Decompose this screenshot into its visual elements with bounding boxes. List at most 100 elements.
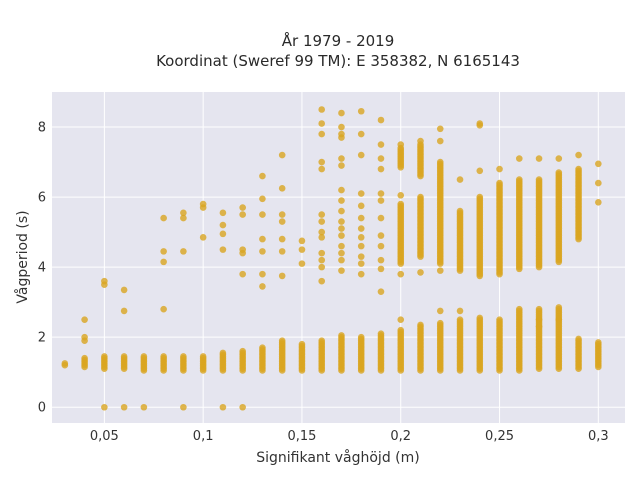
data-point — [377, 265, 385, 273]
data-point — [278, 218, 286, 225]
data-point — [535, 316, 543, 323]
data-point — [219, 209, 227, 217]
data-point — [436, 125, 444, 133]
data-point — [377, 330, 385, 337]
data-point — [338, 186, 345, 194]
x-axis-ticks: 0,05 0,1 0,15 0,2 0,25 0,3 — [90, 429, 609, 444]
y-tick-label: 0 — [38, 401, 46, 416]
x-tick-label: 0,25 — [485, 429, 514, 444]
y-axis-ticks: 0 2 4 6 8 — [38, 121, 46, 416]
data-point — [318, 120, 326, 127]
data-point — [377, 190, 385, 197]
data-point — [357, 107, 365, 115]
data-point — [338, 232, 345, 239]
data-point — [180, 214, 187, 222]
data-point — [298, 237, 306, 245]
data-point — [338, 267, 345, 274]
data-point — [298, 260, 306, 267]
data-point — [436, 319, 444, 327]
data-point — [199, 200, 207, 208]
data-point — [397, 326, 405, 334]
data-point — [338, 155, 345, 162]
data-point — [318, 234, 326, 241]
data-point — [377, 242, 385, 250]
data-point — [239, 211, 246, 218]
data-point — [595, 179, 602, 187]
data-point — [160, 258, 167, 266]
data-point — [357, 202, 365, 210]
data-point — [555, 169, 563, 176]
data-point — [456, 316, 464, 323]
data-point — [180, 353, 187, 360]
data-point — [338, 207, 345, 215]
data-point — [357, 260, 365, 267]
data-point — [318, 277, 326, 285]
data-point — [219, 230, 227, 238]
data-point — [535, 323, 543, 330]
data-point — [397, 141, 405, 148]
data-point — [377, 197, 385, 204]
data-point — [555, 304, 563, 311]
data-point — [140, 353, 148, 360]
data-point — [338, 256, 345, 264]
data-point — [338, 197, 345, 204]
data-point — [259, 283, 266, 290]
data-point — [338, 332, 345, 339]
x-tick-label: 0,2 — [390, 429, 411, 444]
data-points — [61, 106, 602, 411]
data-point — [436, 158, 444, 166]
data-point — [357, 253, 365, 260]
data-point — [101, 277, 108, 285]
data-point — [259, 248, 266, 255]
data-point — [278, 337, 286, 344]
data-point — [377, 155, 385, 162]
data-point — [81, 354, 88, 362]
data-point — [496, 316, 503, 323]
data-point — [357, 333, 365, 341]
data-point — [357, 190, 365, 197]
data-point — [239, 403, 246, 411]
data-point — [357, 151, 365, 159]
data-point — [318, 211, 326, 218]
data-point — [278, 272, 286, 280]
data-point — [259, 172, 266, 180]
data-point — [436, 307, 444, 315]
data-point — [397, 192, 405, 199]
data-point — [101, 353, 108, 360]
data-point — [318, 106, 326, 113]
data-point — [377, 256, 385, 264]
data-point — [278, 248, 286, 255]
data-point — [140, 403, 148, 411]
data-point — [476, 314, 484, 322]
data-point — [298, 246, 306, 253]
data-point — [476, 167, 484, 175]
data-point — [377, 214, 385, 222]
data-point — [417, 193, 424, 201]
data-point — [259, 270, 266, 278]
data-point — [456, 176, 464, 183]
data-point — [338, 249, 345, 257]
data-point — [456, 207, 464, 215]
data-point — [219, 246, 227, 253]
data-point — [259, 211, 266, 218]
data-point — [199, 234, 207, 241]
data-point — [555, 155, 563, 162]
x-tick-label: 0,3 — [588, 429, 609, 444]
data-point — [318, 337, 326, 344]
data-point — [515, 305, 523, 313]
chart-title-line1: År 1979 - 2019 — [282, 31, 395, 50]
data-point — [515, 176, 523, 183]
data-point — [476, 120, 484, 127]
data-point — [180, 209, 187, 217]
data-point — [120, 403, 128, 411]
data-point — [377, 116, 385, 124]
data-point — [318, 165, 326, 173]
data-point — [338, 130, 345, 138]
data-point — [338, 123, 345, 131]
x-tick-label: 0,05 — [90, 429, 119, 444]
data-point — [357, 270, 365, 278]
data-point — [199, 353, 207, 360]
data-point — [239, 204, 246, 211]
